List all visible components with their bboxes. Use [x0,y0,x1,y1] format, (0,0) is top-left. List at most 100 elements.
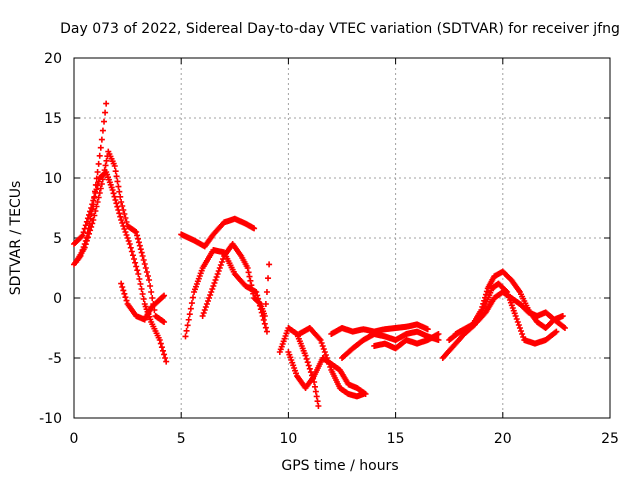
data-point [247,277,254,284]
data-point [123,219,130,225]
data-point [98,136,105,143]
data-point [254,292,261,299]
data-point [121,211,128,217]
data-point [304,359,311,366]
data-point [317,337,324,343]
x-tick-label: 25 [601,431,619,447]
data-point [256,300,263,306]
data-point [116,210,123,217]
data-point [100,171,107,178]
data-point [87,208,94,215]
data-point [143,269,150,275]
data-point [320,346,327,352]
data-point [125,238,132,244]
data-point [134,267,141,274]
data-point [265,275,272,282]
data-point [205,298,211,304]
y-tick-label: 20 [44,51,62,67]
ticks [73,57,611,419]
data-point [123,232,130,238]
data-point [120,207,127,213]
data-point [102,162,109,169]
data-point [101,167,108,174]
data-point [216,265,223,271]
data-point [118,217,125,223]
data-point [138,249,145,256]
data-point [245,269,252,276]
data-point [93,203,100,210]
data-point [306,365,313,372]
data-point [122,229,129,235]
series-arc-10 [296,325,367,400]
data-point [118,280,125,287]
y-tick-label: 15 [44,111,62,127]
data-point [481,297,488,304]
data-point [98,181,105,187]
data-point [519,331,526,337]
data-point [96,152,103,159]
data-point [189,294,196,301]
data-point [360,391,367,397]
data-point [253,289,260,295]
data-point [325,358,332,364]
data-point [483,288,490,295]
data-point [139,253,146,259]
data-point [115,183,122,190]
data-point [131,256,138,262]
data-point [119,203,126,209]
data-point [313,393,320,400]
data-point [88,223,95,230]
data-point [126,241,133,247]
data-point [561,325,568,331]
x-tick-label: 10 [279,431,297,447]
data-point [186,311,193,318]
data-point [183,327,190,334]
y-tick-label: -5 [48,351,62,367]
data-point [207,292,214,298]
data-point [144,273,151,279]
data-point [136,242,143,249]
data-point [424,326,431,333]
data-point [120,287,127,294]
data-point [159,347,166,354]
data-point [184,322,191,329]
data-point [134,232,141,239]
data-point [113,200,120,207]
data-point [121,226,128,232]
series-arc-6 [182,247,270,340]
series-arc-12 [328,321,431,337]
data-point [262,301,269,307]
data-point [185,316,192,323]
data-point [128,248,135,255]
data-point [103,100,110,107]
data-point [246,273,253,280]
data-point [84,234,91,241]
data-point [158,344,165,351]
data-point [135,235,142,242]
data-point [112,168,119,175]
data-point [119,220,126,226]
data-point [122,215,129,221]
data-point [478,307,485,313]
data-point [133,263,140,270]
data-point [305,362,312,369]
series-arc-7 [199,241,273,319]
data-point [515,322,522,328]
data-point [132,259,139,266]
data-point [210,283,217,289]
data-point [323,355,330,361]
x-tick-label: 5 [177,431,186,447]
data-point [199,313,206,319]
data-point [182,333,189,340]
series-arc-3 [73,148,168,325]
y-tick-label: 5 [53,231,62,247]
data-point [92,208,99,214]
data-point [514,319,521,325]
data-point [89,220,96,227]
data-point [94,169,101,175]
data-point [513,316,520,322]
data-point [251,225,258,232]
data-point [326,361,333,367]
data-point [315,403,322,409]
data-point [83,237,90,244]
